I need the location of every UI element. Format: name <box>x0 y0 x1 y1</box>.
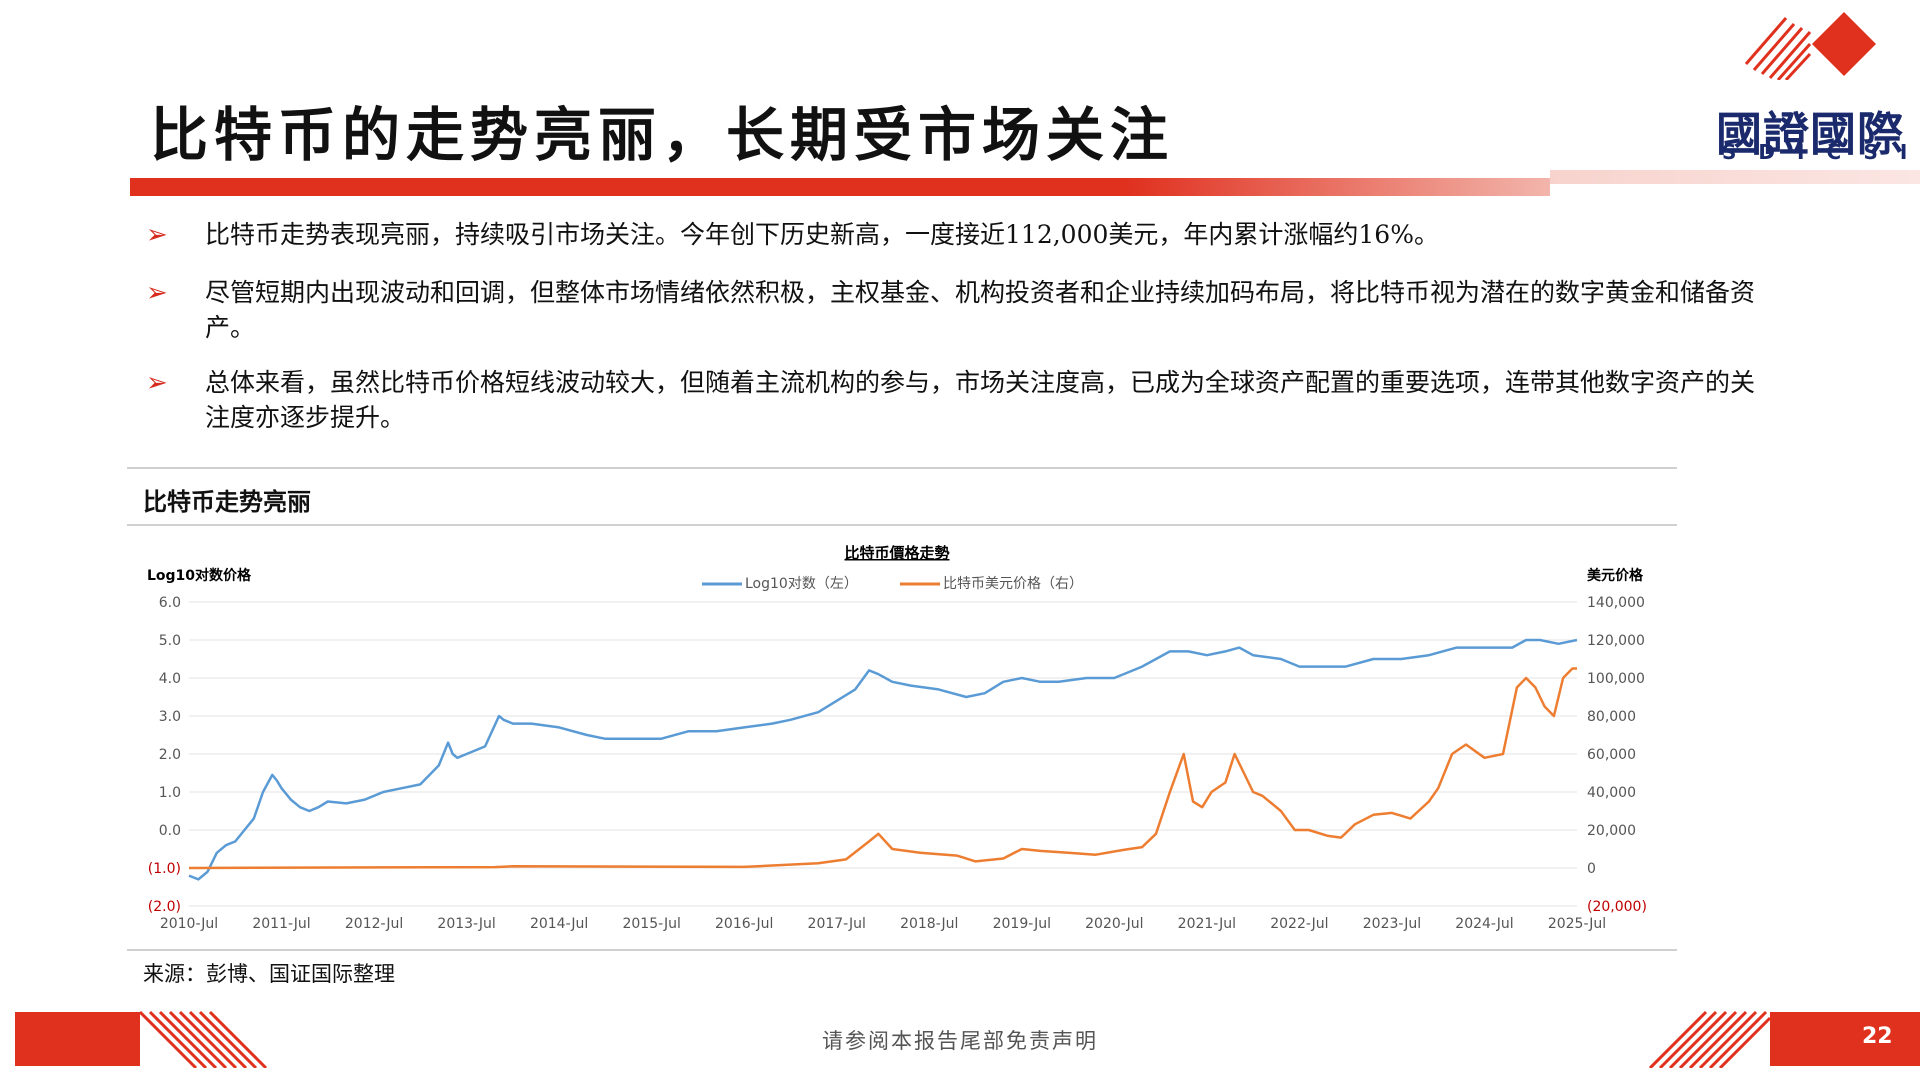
y-right-tick-label: 120,000 <box>1587 633 1645 649</box>
x-tick-label: 2025-Jul <box>1548 916 1606 932</box>
footer-disclaimer: 请参阅本报告尾部免责声明 <box>822 1029 1098 1053</box>
y-right-label: 美元价格 <box>1587 567 1644 584</box>
x-tick-label: 2021-Jul <box>1178 916 1236 932</box>
bullet-text-1: 比特币走势表现亮丽，持续吸引市场关注。今年创下历史新高，一度接近112,000美… <box>205 220 1439 249</box>
x-tick-label: 2010-Jul <box>160 916 218 932</box>
logo-sub: SDICSI <box>1722 140 1920 164</box>
y-left-tick-label: 1.0 <box>159 785 181 801</box>
footer-left-stripes-icon <box>140 1010 290 1068</box>
chart-legend: Log10对数（左） 比特币美元价格（右） <box>702 576 1083 592</box>
bitcoin-price-chart: 比特币價格走勢 Log10对数价格 美元价格 Log10对数（左） 比特币美元价… <box>147 544 1647 932</box>
x-tick-label: 2018-Jul <box>900 916 958 932</box>
x-tick-label: 2014-Jul <box>530 916 588 932</box>
x-tick-label: 2012-Jul <box>345 916 403 932</box>
x-tick-label: 2023-Jul <box>1363 916 1421 932</box>
y-left-tick-label: (2.0) <box>148 899 181 915</box>
chart-section-title: 比特币走势亮丽 <box>143 487 311 516</box>
y-left-tick-label: 3.0 <box>159 709 181 725</box>
y-left-label: Log10对数价格 <box>147 567 252 584</box>
x-tick-label: 2016-Jul <box>715 916 773 932</box>
series-line-usd <box>188 667 1577 870</box>
page-number: 22 <box>1862 1024 1893 1049</box>
bullet-arrow-icon: ➢ <box>146 278 168 308</box>
y-left-tick-label: (1.0) <box>148 861 181 877</box>
y-right-tick-label: 100,000 <box>1587 671 1645 687</box>
chart-source: 来源：彭博、国证国际整理 <box>143 962 395 986</box>
y-right-tick-label: 80,000 <box>1587 709 1636 725</box>
x-tick-label: 2019-Jul <box>993 916 1051 932</box>
y-left-tick-label: 4.0 <box>159 671 181 687</box>
y-right-tick-label: 0 <box>1587 861 1596 877</box>
y-right-tick-label: 140,000 <box>1587 595 1645 611</box>
chart-title: 比特币價格走勢 <box>844 544 949 562</box>
x-tick-label: 2022-Jul <box>1270 916 1328 932</box>
x-tick-label: 2017-Jul <box>808 916 866 932</box>
y-left-tick-label: 0.0 <box>159 823 181 839</box>
legend-label-log10: Log10对数（左） <box>745 576 858 592</box>
y-left-tick-label: 6.0 <box>159 595 181 611</box>
bullet-text-2: 尽管短期内出现波动和回调，但整体市场情绪依然积极，主权基金、机构投资者和企业持续… <box>205 278 1756 342</box>
legend-label-usd: 比特币美元价格（右） <box>943 576 1083 592</box>
y-right-tick-label: (20,000) <box>1587 899 1647 915</box>
x-tick-label: 2020-Jul <box>1085 916 1143 932</box>
title-underline-bar <box>130 178 1550 196</box>
series-line-log10 <box>188 638 1578 881</box>
y-right-tick-label: 60,000 <box>1587 747 1636 763</box>
logo-name: 國證國際 <box>1716 107 1904 161</box>
x-tick-label: 2013-Jul <box>437 916 495 932</box>
title-underline-fade <box>1550 170 1920 184</box>
x-tick-label: 2011-Jul <box>252 916 310 932</box>
footer-right-stripes-icon <box>1640 1010 1770 1068</box>
page-title: 比特币的走势亮丽，长期受市场关注 <box>150 101 1175 169</box>
chart-bottom-rule <box>127 949 1677 951</box>
y-right-tick-label: 20,000 <box>1587 823 1636 839</box>
x-tick-label: 2024-Jul <box>1455 916 1513 932</box>
y-right-tick-label: 40,000 <box>1587 785 1636 801</box>
y-left-tick-label: 2.0 <box>159 747 181 763</box>
bullet-arrow-icon: ➢ <box>146 368 168 398</box>
chart-top-rule <box>127 467 1677 469</box>
y-left-tick-label: 5.0 <box>159 633 181 649</box>
x-tick-label: 2015-Jul <box>622 916 680 932</box>
logo-mark-icon <box>1744 12 1876 80</box>
chart-header-rule <box>127 524 1677 526</box>
bullet-arrow-icon: ➢ <box>146 220 168 250</box>
bullet-text-3: 总体来看，虽然比特币价格短线波动较大，但随着主流机构的参与，市场关注度高，已成为… <box>205 368 1756 432</box>
